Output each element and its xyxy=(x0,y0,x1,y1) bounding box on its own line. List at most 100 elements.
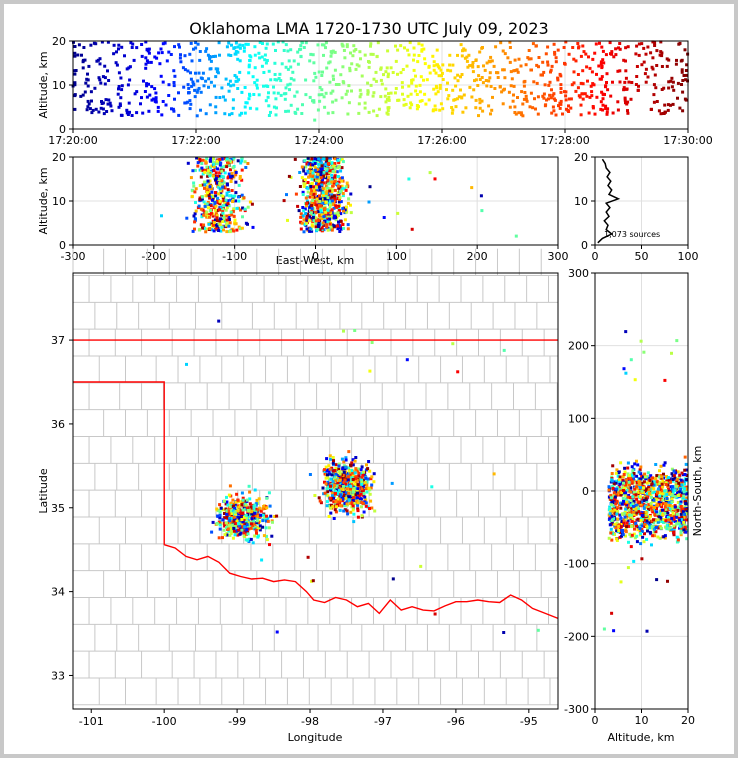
ew-altitude-point xyxy=(229,180,233,183)
plan-view-point xyxy=(267,526,271,530)
time-altitude-point xyxy=(503,87,506,91)
time-altitude-point xyxy=(263,58,267,62)
time-altitude-point xyxy=(564,94,568,98)
ew-altitude-point xyxy=(338,230,342,233)
time-altitude-point xyxy=(394,59,398,63)
ew-altitude-point xyxy=(328,169,332,173)
ew-altitude-point xyxy=(208,179,212,183)
altitude-ns-point xyxy=(655,507,658,511)
ew-altitude-point xyxy=(313,199,316,203)
time-altitude-point xyxy=(567,104,570,108)
ew-altitude-y-tick-label: 0 xyxy=(59,239,66,252)
time-altitude-point xyxy=(158,62,162,66)
time-altitude-point xyxy=(660,65,664,68)
altitude-ns-point xyxy=(673,476,677,480)
plan-view-point xyxy=(370,475,374,479)
time-altitude-point xyxy=(511,99,515,103)
ew-altitude-point xyxy=(220,165,224,169)
time-altitude-point xyxy=(186,83,190,87)
ew-altitude-point xyxy=(205,210,209,214)
time-altitude-point xyxy=(590,90,594,94)
time-altitude-point xyxy=(173,74,177,78)
ew-altitude-point xyxy=(322,215,326,219)
altitude-ns-point xyxy=(671,491,675,494)
time-altitude-point xyxy=(417,42,421,46)
ew-altitude-point xyxy=(225,206,229,210)
time-altitude-points xyxy=(71,40,690,122)
ew-altitude-point xyxy=(337,220,340,224)
plan-view-point xyxy=(233,533,237,537)
ew-altitude-point xyxy=(330,167,334,171)
ew-altitude-point xyxy=(305,227,309,231)
altitude-ns-point xyxy=(684,512,688,516)
ew-altitude-point xyxy=(318,216,322,220)
ew-altitude-point xyxy=(332,203,336,206)
time-altitude-point xyxy=(328,80,332,84)
time-altitude-point xyxy=(339,73,343,77)
altitude-ns-point xyxy=(670,485,674,489)
plan-view-point xyxy=(332,517,336,520)
altitude-ns-point xyxy=(677,522,681,526)
ew-altitude-point xyxy=(324,187,328,191)
time-altitude-point xyxy=(513,111,517,114)
time-altitude-point xyxy=(431,54,435,58)
ew-altitude-point xyxy=(305,218,309,222)
time-altitude-point xyxy=(273,61,277,65)
time-altitude-point xyxy=(109,104,113,108)
altitude-ns-point xyxy=(675,484,679,488)
time-altitude-point xyxy=(391,71,395,74)
plan-view-point xyxy=(347,469,351,473)
time-altitude-point xyxy=(161,100,165,103)
plan-view-xlabel: Longitude xyxy=(288,731,343,744)
time-altitude-point xyxy=(147,82,150,86)
ew-altitude-point xyxy=(298,171,302,174)
time-altitude-point xyxy=(209,55,213,59)
ew-altitude-point xyxy=(330,199,334,203)
ew-altitude-point xyxy=(228,213,232,217)
plan-view-point xyxy=(223,524,227,528)
plan-view-point xyxy=(269,514,273,518)
plan-view-y-tick-label: 34 xyxy=(51,586,65,599)
time-altitude-point xyxy=(101,107,105,111)
altitude-ns-point xyxy=(620,512,624,516)
time-altitude-point xyxy=(536,112,540,116)
ew-altitude-point xyxy=(312,219,316,223)
altitude-ns-point xyxy=(635,505,639,509)
altitude-ns-point xyxy=(675,512,679,516)
time-altitude-point xyxy=(412,68,416,72)
ew-altitude-point xyxy=(315,182,318,186)
time-altitude-point xyxy=(448,63,452,67)
time-altitude-point xyxy=(347,84,351,88)
plan-view-point xyxy=(356,474,360,478)
altitude-ns-point xyxy=(623,493,627,497)
plan-view-point xyxy=(332,459,335,463)
ew-altitude-point xyxy=(337,214,340,217)
plan-view-point xyxy=(253,488,257,492)
altitude-ns-point xyxy=(640,524,644,528)
time-altitude-point xyxy=(572,70,576,74)
time-altitude-point xyxy=(608,41,612,45)
time-altitude-point xyxy=(485,61,489,65)
altitude-ns-point xyxy=(648,479,652,482)
time-altitude-point xyxy=(289,103,293,107)
time-altitude-point xyxy=(586,79,589,83)
time-altitude-point xyxy=(322,43,326,47)
ew-altitude-point xyxy=(202,200,206,204)
altitude-ns-point xyxy=(626,472,630,476)
time-altitude-point xyxy=(126,113,130,116)
ew-altitude-point xyxy=(314,166,318,170)
ew-altitude-point xyxy=(337,207,341,211)
time-altitude-point xyxy=(117,85,121,88)
altitude-ns-point xyxy=(648,480,652,484)
ew-altitude-point xyxy=(224,208,228,212)
ew-altitude-point xyxy=(335,170,339,174)
time-altitude-point xyxy=(208,57,212,61)
altitude-ns-point xyxy=(624,483,628,487)
plan-view-point xyxy=(334,492,337,495)
time-altitude-point xyxy=(154,100,158,104)
altitude-ns-point xyxy=(628,496,632,499)
altitude-ns-point xyxy=(675,496,679,500)
ew-altitude-point xyxy=(324,184,328,188)
time-altitude-point xyxy=(144,66,148,70)
